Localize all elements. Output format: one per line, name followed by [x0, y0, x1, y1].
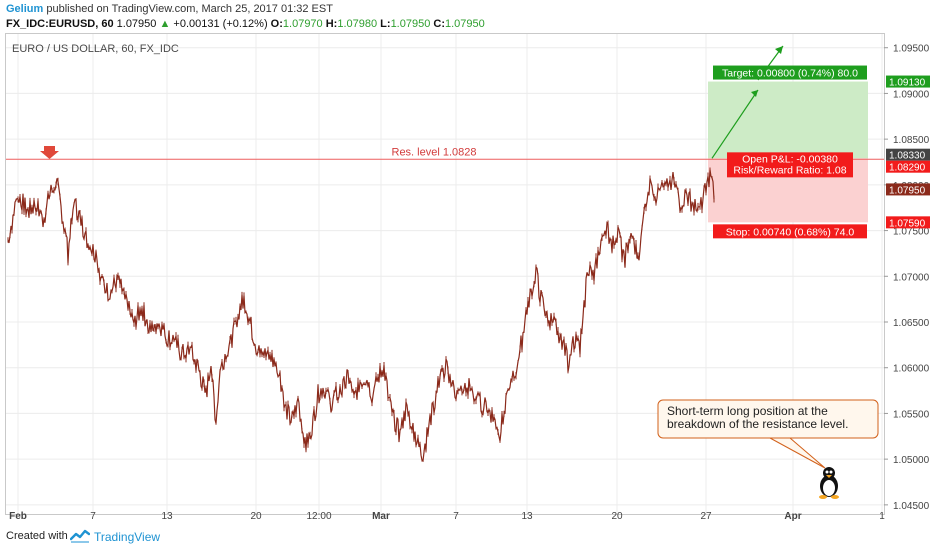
y-tick-label: 1.09500 [893, 44, 930, 55]
low-label: L: [380, 18, 391, 30]
x-tick-label: 7 [453, 511, 459, 522]
tradingview-logo-icon [70, 529, 90, 543]
y-tick-label: 1.07500 [893, 227, 930, 238]
last-price-tag-box [886, 183, 930, 196]
x-tick-label: 13 [521, 511, 533, 522]
symbol-label: FX_IDC:EURUSD, 60 [6, 18, 114, 30]
publish-line: Gelium published on TradingView.com, Mar… [6, 3, 333, 15]
author-link[interactable]: Gelium [6, 3, 44, 15]
high-value: 1.07980 [337, 18, 378, 30]
target-price-tag: 1.09130 [889, 78, 926, 89]
footer: Created with TradingView [0, 524, 932, 550]
high-price-tag-box [886, 148, 930, 161]
annotation-text-line: breakdown of the resistance level. [667, 417, 848, 431]
annotation-pointer [769, 437, 826, 469]
chart-title: EURO / US DOLLAR, 60, FX_IDC [12, 43, 179, 55]
x-tick-label: Feb [9, 511, 27, 522]
x-tick-label: Mar [372, 511, 390, 522]
x-tick-label: 20 [611, 511, 623, 522]
y-tick-label: 1.05000 [893, 455, 930, 466]
x-tick-label: 12:00 [306, 511, 331, 522]
y-tick-label: 1.06000 [893, 364, 930, 375]
chart-frame [5, 33, 885, 515]
y-tick-label: 1.08500 [893, 135, 930, 146]
open-pnl-label: Open P&L: -0.00380 [742, 153, 838, 165]
last-price-tag: 1.07950 [889, 185, 926, 196]
annotation-box [657, 399, 879, 439]
target-arrow-icon [751, 90, 758, 97]
x-tick-label: Apr [784, 511, 801, 522]
risk-reward-label: Risk/Reward Ratio: 1.08 [733, 164, 846, 176]
close-value: 1.07950 [445, 18, 485, 30]
target-price-tag-box [886, 75, 930, 88]
target-arrow-line [711, 89, 759, 159]
y-tick-label: 1.07000 [893, 272, 930, 283]
target-label: Target: 0.00800 (0.74%) 80.0 [722, 68, 858, 80]
penguin-icon [819, 467, 839, 499]
high-price-tag: 1.08330 [889, 151, 926, 162]
open-label: O: [270, 18, 283, 30]
low-value: 1.07950 [390, 18, 431, 30]
x-tick-label: 1 [879, 511, 885, 522]
y-tick-label: 1.04500 [893, 501, 930, 512]
price-series-line [7, 169, 715, 463]
chart-header: Gelium published on TradingView.com, Mar… [0, 0, 932, 34]
stop-label: Stop: 0.00740 (0.68%) 74.0 [726, 226, 855, 238]
projection-arrow-icon [775, 46, 783, 54]
x-tick-label: 7 [90, 511, 96, 522]
created-with-text: Created with [6, 530, 68, 542]
x-tick-label: 27 [700, 511, 712, 522]
close-label: C: [433, 18, 445, 30]
high-label: H: [325, 18, 338, 30]
up-arrow-icon: ▲ [159, 18, 171, 30]
stop-label-box [713, 224, 867, 239]
stop-price-tag-box [886, 216, 930, 229]
published-text: published on TradingView.com, March 25, … [46, 3, 333, 15]
target-label-box [713, 65, 867, 80]
y-tick-label: 1.09000 [893, 89, 930, 100]
entry-price-tag: 1.08290 [889, 163, 926, 174]
resistance-label: Res. level 1.0828 [392, 146, 477, 158]
peak-marker-arrow-icon [40, 146, 59, 159]
stop-price-tag: 1.07590 [889, 218, 926, 229]
entry-price-tag-box [886, 160, 930, 173]
pnl-label-box [727, 152, 853, 178]
annotation-text-line: Short-term long position at the [667, 404, 828, 418]
x-tick-label: 20 [250, 511, 262, 522]
last-price: 1.07950 [116, 18, 157, 30]
open-value: 1.07970 [282, 18, 323, 30]
ohlc-line: FX_IDC:EURUSD, 60 1.07950 ▲ +0.00131 (+0… [6, 18, 485, 30]
price-change: +0.00131 (+0.12%) [173, 18, 268, 30]
y-tick-label: 1.05500 [893, 409, 930, 420]
tradingview-brand[interactable]: TradingView [94, 530, 161, 544]
x-tick-label: 13 [161, 511, 173, 522]
target-zone [708, 81, 868, 159]
y-tick-label: 1.06500 [893, 318, 930, 329]
